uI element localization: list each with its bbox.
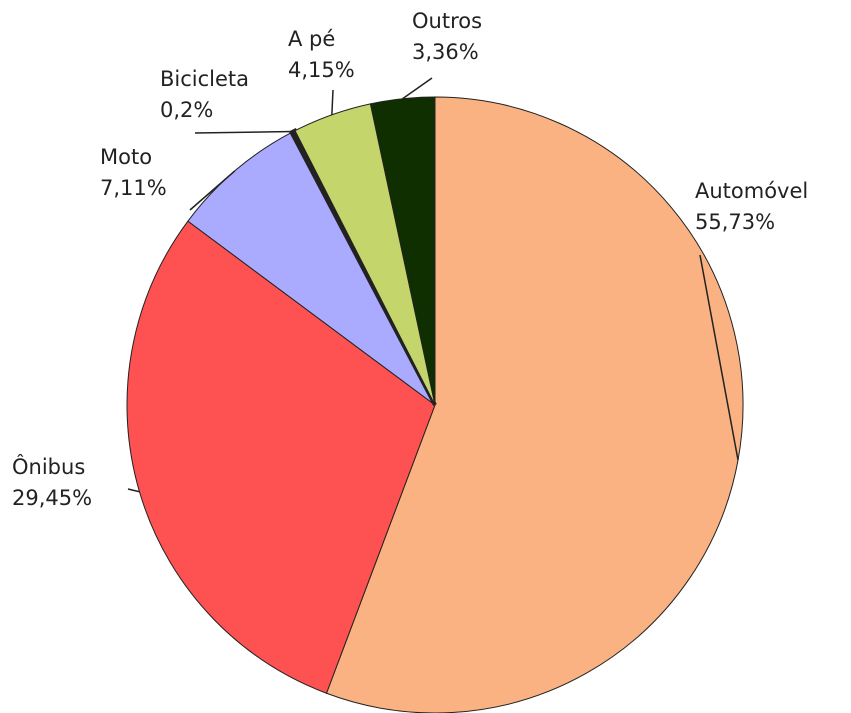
leader-line: [194, 130, 294, 134]
slice-label: Automóvel: [695, 179, 808, 203]
pie-slice: [369, 96, 436, 406]
leader-line: [331, 89, 334, 115]
slice-label: Bicicleta: [160, 67, 249, 91]
slice-value-label: 7,11%: [100, 176, 167, 200]
slice-value-label: 29,45%: [12, 486, 92, 510]
slice-value-label: 55,73%: [695, 210, 775, 234]
slice-label: Ônibus: [12, 454, 85, 479]
pie-slice: [126, 220, 436, 694]
slice-label: Moto: [100, 145, 152, 169]
leader-line: [127, 488, 140, 493]
slice-label: A pé: [288, 27, 335, 51]
leader-line: [402, 77, 433, 100]
slice-value-label: 3,36%: [412, 40, 479, 64]
pie-slice: [325, 96, 744, 713]
leader-line: [189, 170, 236, 211]
slice-value-label: 0,2%: [160, 98, 213, 122]
slice-value-label: 4,15%: [288, 58, 355, 82]
leader-line: [699, 254, 739, 461]
slice-label: Outros: [412, 9, 482, 33]
